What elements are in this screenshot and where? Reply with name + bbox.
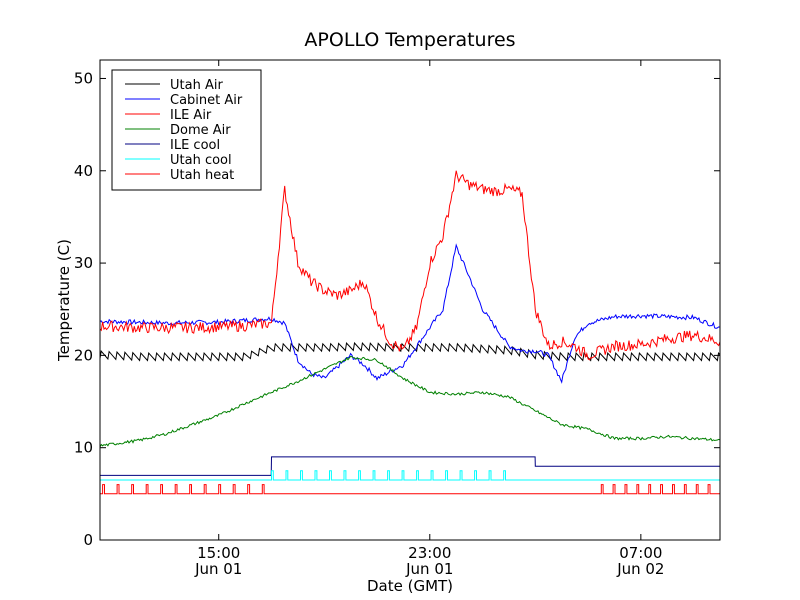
x-tick-label-time: 15:00 [197, 544, 240, 562]
series-line-utah-heat [100, 484, 720, 495]
y-axis-title: Temperature (C) [55, 239, 73, 362]
y-tick-label: 40 [74, 162, 93, 180]
series-layer [100, 170, 720, 495]
chart-title: APOLLO Temperatures [304, 29, 515, 51]
legend-box [111, 69, 262, 191]
x-tick-label-date: Jun 01 [194, 560, 242, 578]
legend-label-dome-air: Dome Air [170, 123, 231, 138]
x-tick-label-time: 23:00 [408, 544, 451, 562]
series-line-cabinet-air [100, 243, 720, 384]
legend-label-ile-air: ILE Air [170, 108, 212, 123]
x-tick-label-time: 07:00 [619, 544, 662, 562]
y-tick-label: 0 [83, 531, 93, 549]
legend-label-utah-cool: Utah cool [170, 153, 232, 168]
legend-label-utah-heat: Utah heat [170, 168, 234, 183]
y-tick-label: 50 [74, 69, 93, 87]
series-line-utah-cool [100, 470, 720, 481]
x-axis-title: Date (GMT) [367, 577, 453, 595]
y-tick-label: 30 [74, 254, 93, 272]
legend-label-utah-air: Utah Air [170, 78, 223, 93]
series-line-ile-cool [100, 456, 720, 476]
legend-label-cabinet-air: Cabinet Air [170, 93, 243, 108]
series-line-ile-air [100, 170, 720, 361]
y-tick-label: 10 [74, 439, 93, 457]
series-line-dome-air [100, 355, 720, 448]
x-tick-label-date: Jun 01 [405, 560, 453, 578]
y-tick-label: 20 [74, 346, 93, 364]
legend-label-ile-cool: ILE cool [170, 138, 220, 153]
x-tick-label-date: Jun 02 [616, 560, 664, 578]
series-line-utah-air [100, 341, 720, 362]
plot-frame [99, 59, 721, 541]
